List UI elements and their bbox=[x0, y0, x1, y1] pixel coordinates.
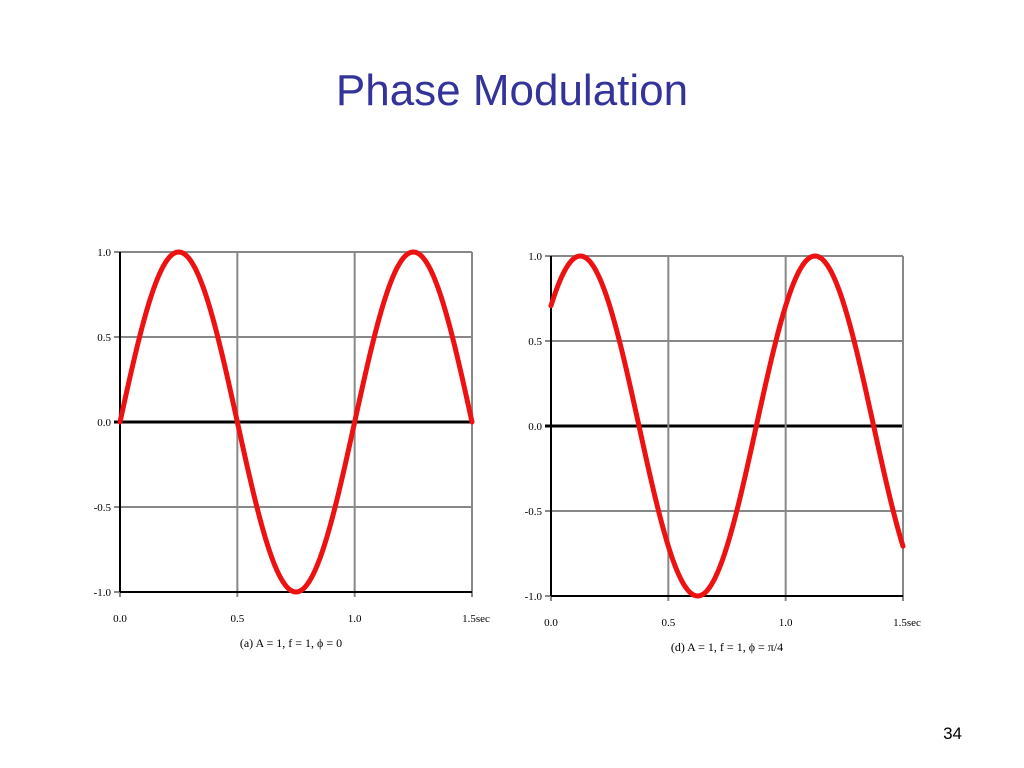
x-tick-label: 1.0 bbox=[779, 617, 793, 629]
x-tick-label: 0.5 bbox=[230, 613, 244, 625]
sine-curve bbox=[117, 249, 475, 595]
y-tick-label: 0.0 bbox=[97, 417, 111, 429]
chart-caption: (a) A = 1, f = 1, ϕ = 0 bbox=[240, 636, 342, 650]
y-tick-label: 1.0 bbox=[97, 247, 111, 259]
y-tick-label: 0.0 bbox=[528, 421, 542, 433]
chart-d: 1.0 0.5 0.0 -0.5 -1.0 0.0 0.5 1.0 1.5sec (d) A = … bbox=[525, 251, 921, 654]
x-tick-label: 1.0 bbox=[348, 613, 362, 625]
sine-curve bbox=[548, 253, 906, 599]
y-tick-label: -1.0 bbox=[525, 591, 543, 603]
y-tick-label: 0.5 bbox=[97, 332, 111, 344]
y-tick-label: 0.5 bbox=[528, 336, 542, 348]
x-tick-label: 0.0 bbox=[544, 617, 558, 629]
slide-number: 34 bbox=[943, 724, 962, 743]
y-tick-label: -1.0 bbox=[94, 587, 112, 599]
y-tick-label: -0.5 bbox=[525, 506, 543, 518]
x-tick-label: 0.0 bbox=[113, 613, 127, 625]
x-tick-label: 0.5 bbox=[661, 617, 675, 629]
y-tick-label: -0.5 bbox=[94, 502, 112, 514]
slide-title: Phase Modulation bbox=[335, 66, 689, 115]
x-tick-label: 1.5sec bbox=[462, 613, 490, 625]
chart-caption: (d) A = 1, f = 1, ϕ = π/4 bbox=[671, 640, 783, 654]
y-tick-label: 1.0 bbox=[528, 251, 542, 263]
x-tick-label: 1.5sec bbox=[893, 617, 921, 629]
chart-a: 1.0 0.5 0.0 -0.5 -1.0 0.0 0.5 1.0 1.5sec (a) A = … bbox=[94, 247, 490, 650]
